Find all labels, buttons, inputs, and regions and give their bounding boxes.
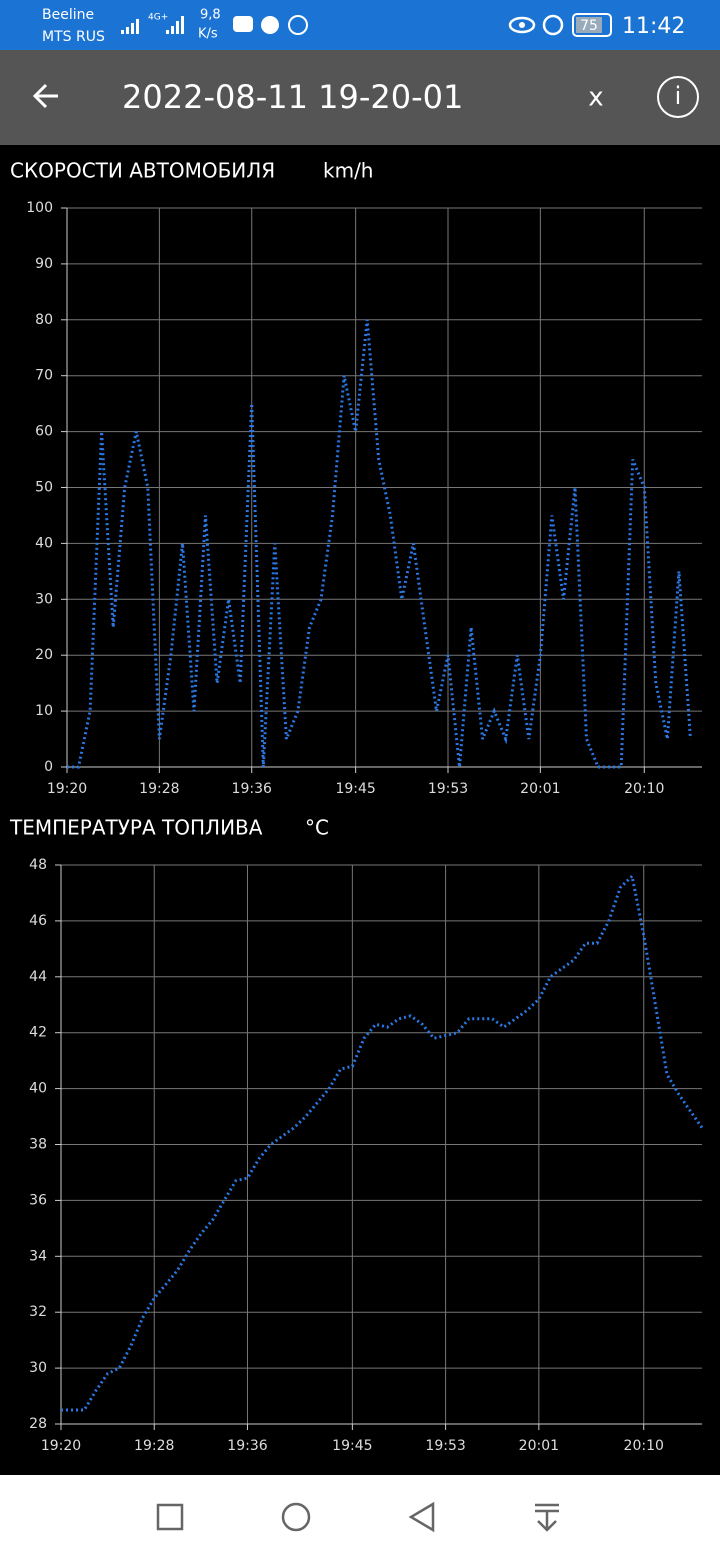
signal-icon [121,16,184,34]
x-tick-label: 19:20 [41,1438,81,1454]
eye-icon [508,16,536,34]
y-tick-label: 30 [35,591,53,607]
y-tick-label: 60 [35,424,53,440]
net-speed: 9,8 [200,8,221,23]
app-icon [233,16,253,32]
alarm-icon [542,14,564,36]
y-tick-label: 40 [35,535,53,551]
x-tick-label: 19:53 [428,781,468,797]
x-tick-label: 19:53 [425,1438,465,1454]
y-tick-label: 46 [29,913,47,929]
x-tick-label: 19:20 [47,781,87,797]
notification-button[interactable] [535,1503,559,1532]
chart-unit: °C [305,816,329,840]
app-header [0,50,720,145]
network-type: 4G+ [148,13,168,23]
battery-level [576,17,602,33]
y-tick-label: 38 [29,1137,47,1153]
eye-icon [519,22,525,28]
battery-icon [572,13,612,37]
y-tick-label: 48 [29,857,47,873]
y-tick-label: 10 [35,703,53,719]
x-tick-label: 20:01 [520,781,560,797]
recents-button[interactable] [156,1503,184,1531]
x-tick-label: 20:10 [624,781,664,797]
home-button[interactable] [281,1502,311,1532]
y-tick-label: 20 [35,647,53,663]
y-tick-label: 30 [29,1360,47,1376]
info-button[interactable] [657,76,699,118]
battery-text: 75 [580,18,598,34]
y-tick-label: 80 [35,312,53,328]
x-tick-label: 19:36 [227,1438,267,1454]
nav-bar [0,1475,720,1560]
back-button[interactable] [32,83,58,109]
y-tick-label: 32 [29,1304,47,1320]
y-tick-label: 28 [29,1416,47,1432]
y-tick-label: 44 [29,969,47,985]
data-line [61,873,704,1412]
x-tick-label: 19:45 [332,1438,372,1454]
y-tick-label: 34 [29,1248,47,1264]
y-tick-label: 50 [35,480,53,496]
x-tick-label: 19:28 [134,1438,174,1454]
header-title: 2022-08-11 19-20-01 [122,78,463,116]
close-button[interactable]: x [588,83,603,113]
x-tick-label: 19:28 [139,781,179,797]
chart-title: ТЕМПЕРАТУРА ТОПЛИВА [9,816,263,840]
x-tick-label: 19:36 [232,781,272,797]
x-tick-label: 20:01 [519,1438,559,1454]
y-tick-label: 40 [29,1081,47,1097]
clock: 11:42 [622,14,685,39]
back-nav-button[interactable] [408,1501,435,1533]
net-speed-unit: K/s [198,27,218,42]
y-tick-label: 42 [29,1025,47,1041]
carrier: Beeline [42,7,94,23]
app-icon [288,15,308,35]
carrier: MTS RUS [42,29,105,45]
data-line [67,319,692,769]
x-tick-label: 20:10 [624,1438,664,1454]
x-tick-label: 19:45 [335,781,375,797]
app-icon [261,16,279,34]
y-tick-label: 90 [35,256,53,272]
y-tick-label: 0 [44,759,53,775]
y-tick-label: 100 [26,200,53,216]
y-tick-label: 70 [35,368,53,384]
chart-unit: km/h [323,159,373,183]
info-label: i [675,82,682,110]
chart-title: СКОРОСТИ АВТОМОБИЛЯ [10,159,275,183]
y-tick-label: 36 [29,1192,47,1208]
